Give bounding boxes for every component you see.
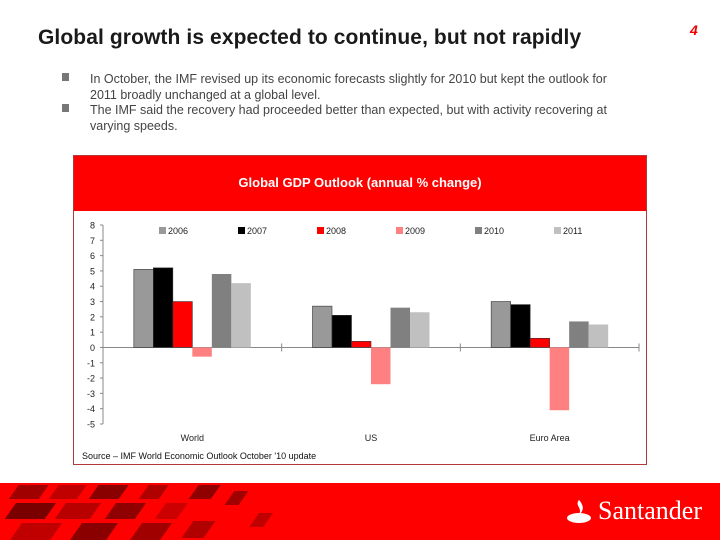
- y-tick-label: -4: [87, 404, 95, 414]
- legend-label-2007: 2007: [247, 226, 267, 236]
- bar-us-2007: [331, 315, 352, 348]
- chart-header: Global GDP Outlook (annual % change): [74, 156, 646, 211]
- y-tick-label: -2: [87, 374, 95, 384]
- y-tick-label: 1: [90, 328, 95, 338]
- bullet-square-icon: [62, 104, 69, 112]
- bar-euro-area-2006: [490, 301, 511, 348]
- y-tick-label: 5: [90, 266, 95, 276]
- bar-euro-area-2007: [510, 304, 531, 348]
- bar-us-2008: [351, 341, 372, 348]
- bar-us-2006: [312, 305, 333, 348]
- y-tick-label: 7: [90, 236, 95, 246]
- x-category-label: Euro Area: [530, 433, 570, 443]
- x-category-label: US: [365, 433, 378, 443]
- bar-euro-area-2009: [549, 347, 570, 411]
- y-tick-label: -1: [87, 358, 95, 368]
- y-tick-label: 8: [90, 221, 95, 231]
- legend-swatch-2006: [159, 227, 166, 234]
- x-category-label: World: [181, 433, 204, 443]
- decorative-tile-pattern: [4, 485, 273, 540]
- bar-world-2006: [133, 269, 154, 348]
- bullet-item: The IMF said the recovery had proceeded …: [62, 103, 622, 134]
- legend-label-2010: 2010: [484, 226, 504, 236]
- bar-world-2009: [192, 347, 212, 357]
- bullet-text: The IMF said the recovery had proceeded …: [90, 103, 607, 133]
- legend-swatch-2007: [238, 227, 245, 234]
- bullet-square-icon: [62, 73, 69, 81]
- santander-logo: Santander: [566, 496, 702, 526]
- y-tick-label: 3: [90, 297, 95, 307]
- y-tick-label: 0: [90, 343, 95, 353]
- legend-label-2008: 2008: [326, 226, 346, 236]
- slide-title: Global growth is expected to continue, b…: [38, 26, 582, 49]
- legend-swatch-2009: [396, 227, 403, 234]
- bar-world-2011: [231, 283, 251, 348]
- flame-icon: [567, 500, 592, 523]
- bar-world-2008: [172, 301, 193, 348]
- bar-us-2011: [410, 312, 430, 348]
- bullet-text: In October, the IMF revised up its econo…: [90, 72, 607, 102]
- source-note: Source – IMF World Economic Outlook Octo…: [82, 451, 317, 461]
- y-tick-label: 2: [90, 312, 95, 322]
- chart-container: Global GDP Outlook (annual % change) 8 7 6…: [73, 155, 647, 465]
- bar-us-2009: [371, 347, 391, 385]
- brand-name: Santander: [598, 496, 702, 525]
- legend-label-2009: 2009: [405, 226, 425, 236]
- y-tick-label: 4: [90, 282, 95, 292]
- page-number: 4: [690, 22, 698, 38]
- legend-label-2006: 2006: [168, 226, 188, 236]
- bar-euro-area-2008: [529, 337, 550, 348]
- bar-euro-area-2011: [588, 324, 609, 348]
- bullet-item: In October, the IMF revised up its econo…: [62, 72, 622, 103]
- bar-us-2010: [390, 307, 410, 348]
- chart-title: Global GDP Outlook (annual % change): [238, 175, 482, 190]
- legend-swatch-2011: [554, 227, 561, 234]
- bullet-list: In October, the IMF revised up its econo…: [62, 72, 622, 134]
- legend-swatch-2010: [475, 227, 482, 234]
- legend-swatch-2008: [317, 227, 324, 234]
- footer-banner: Santander: [0, 483, 720, 540]
- bar-chart: 8 7 6 5 4 3 2 1 0 -1 -2 -3 -4 -5 World US Euro Area 2006 2…: [87, 221, 640, 443]
- legend-label-2011: 2011: [563, 226, 582, 236]
- bar-euro-area-2010: [569, 321, 589, 348]
- y-tick-label: -5: [87, 420, 95, 430]
- bar-world-2007: [153, 267, 174, 348]
- y-tick-label: 6: [90, 251, 95, 261]
- y-tick-label: -3: [87, 389, 95, 399]
- bar-world-2010: [211, 273, 232, 348]
